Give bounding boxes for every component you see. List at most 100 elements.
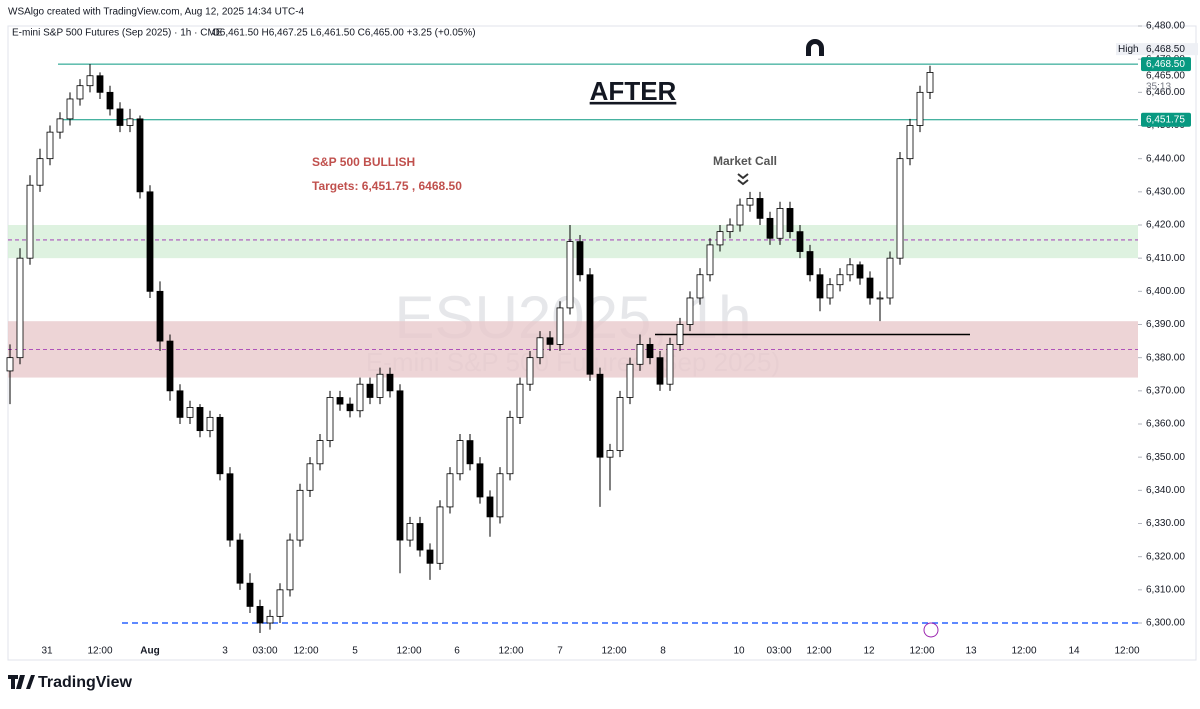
high-name: High <box>1118 44 1139 55</box>
logo <box>8 675 35 689</box>
y-tick-label: 6,300.00 <box>1146 618 1185 629</box>
y-tick-label: 6,350.00 <box>1146 452 1185 463</box>
footer: TradingView <box>38 674 133 691</box>
candle-body <box>86 75 94 87</box>
candle-body <box>296 489 304 541</box>
candle-body <box>436 506 444 564</box>
candle-body <box>806 251 814 276</box>
candle-body <box>846 264 854 276</box>
candle-body <box>356 383 364 412</box>
x-tick-label: 7 <box>557 646 563 657</box>
high-label: 6,468.50 <box>1146 44 1185 55</box>
candle-body <box>136 118 144 193</box>
candle-body <box>106 91 114 110</box>
candle-body <box>346 403 354 412</box>
countdown: 35:13 <box>1146 81 1171 92</box>
x-tick-label: 03:00 <box>766 646 791 657</box>
candle-body <box>556 307 564 345</box>
y-tick-label: 6,400.00 <box>1146 286 1185 297</box>
x-tick-label: 12:00 <box>293 646 318 657</box>
candle-body <box>116 108 124 126</box>
candle-body <box>606 450 614 458</box>
candle-body <box>226 473 234 541</box>
y-tick-label: 6,410.00 <box>1146 253 1185 264</box>
candle-body <box>36 158 44 186</box>
candle-body <box>866 277 874 299</box>
candle-body <box>286 539 294 591</box>
candle-body <box>496 473 504 518</box>
candle-body <box>656 357 664 385</box>
y-tick-label: 6,370.00 <box>1146 385 1185 396</box>
x-tick-label: Aug <box>140 646 159 657</box>
candle-body <box>566 241 574 309</box>
candle-body <box>826 284 834 299</box>
candle-body <box>6 357 14 372</box>
candle-body <box>196 407 204 432</box>
candle-body <box>836 274 844 286</box>
candle-body <box>616 397 624 451</box>
price-tag-label: 6,468.50 <box>1146 59 1185 70</box>
x-tick-label: 12:00 <box>601 646 626 657</box>
candle-body <box>126 118 134 126</box>
candle-body <box>746 198 754 206</box>
candle-body <box>776 208 784 239</box>
candle-body <box>326 397 334 441</box>
x-tick-label: 12:00 <box>1114 646 1139 657</box>
candle-body <box>166 340 174 392</box>
x-tick-label: 12:00 <box>909 646 934 657</box>
candle-body <box>526 357 534 385</box>
candle-body <box>466 440 474 465</box>
x-tick-label: 8 <box>660 646 666 657</box>
price-tag <box>1141 57 1191 72</box>
candle-body <box>216 416 224 475</box>
ohlc-legend: O6,461.50 H6,467.25 L6,461.50 C6,465.00 … <box>212 28 476 39</box>
y-tick-label: 6,480.00 <box>1146 21 1185 32</box>
high-tag <box>1116 43 1198 56</box>
candle-body <box>926 72 934 93</box>
magnet-icon[interactable] <box>806 39 824 56</box>
candle-body <box>876 297 884 300</box>
x-tick-label: 12:00 <box>396 646 421 657</box>
arrow <box>737 173 749 186</box>
candle-body <box>476 463 484 498</box>
candle-body <box>156 290 164 342</box>
y-tick-label: 6,380.00 <box>1146 352 1185 363</box>
candle-body <box>696 274 704 299</box>
y-tick-label: 6,360.00 <box>1146 419 1185 430</box>
candle-body <box>386 373 394 392</box>
candle-body <box>716 231 724 246</box>
y-tick-label: 6,420.00 <box>1146 220 1185 231</box>
x-tick-label: 03:00 <box>252 646 277 657</box>
y-tick-label: 6,340.00 <box>1146 485 1185 496</box>
event-icon[interactable] <box>923 622 939 638</box>
candle-body <box>416 523 424 551</box>
y-tick-label: 6,390.00 <box>1146 319 1185 330</box>
candle-body <box>796 231 804 252</box>
y-tick-label: 6,430.00 <box>1146 186 1185 197</box>
x-tick-label: 14 <box>1068 646 1080 657</box>
candle-body <box>906 125 914 160</box>
candle-body <box>176 390 184 418</box>
y-tick-label: 6,320.00 <box>1146 551 1185 562</box>
candle-body <box>536 337 544 359</box>
x-tick-label: 12:00 <box>806 646 831 657</box>
candle-body <box>576 241 584 276</box>
candle-body <box>276 589 284 617</box>
y-tick-label: 6,310.00 <box>1146 584 1185 595</box>
candle-body <box>446 473 454 508</box>
candle-body <box>896 158 904 259</box>
candle-body <box>686 297 694 325</box>
candle-body <box>676 324 684 345</box>
candle-body <box>506 416 514 475</box>
x-tick-label: 10 <box>733 646 745 657</box>
candle-body <box>586 274 594 375</box>
price-tag-label: 6,451.75 <box>1146 114 1185 125</box>
price-tag <box>1141 112 1191 127</box>
candle-body <box>426 549 434 564</box>
x-tick-label: 13 <box>965 646 977 657</box>
candle-body <box>786 208 794 233</box>
candle-body <box>626 363 634 398</box>
candle-body <box>546 337 554 345</box>
candle-body <box>646 343 654 359</box>
